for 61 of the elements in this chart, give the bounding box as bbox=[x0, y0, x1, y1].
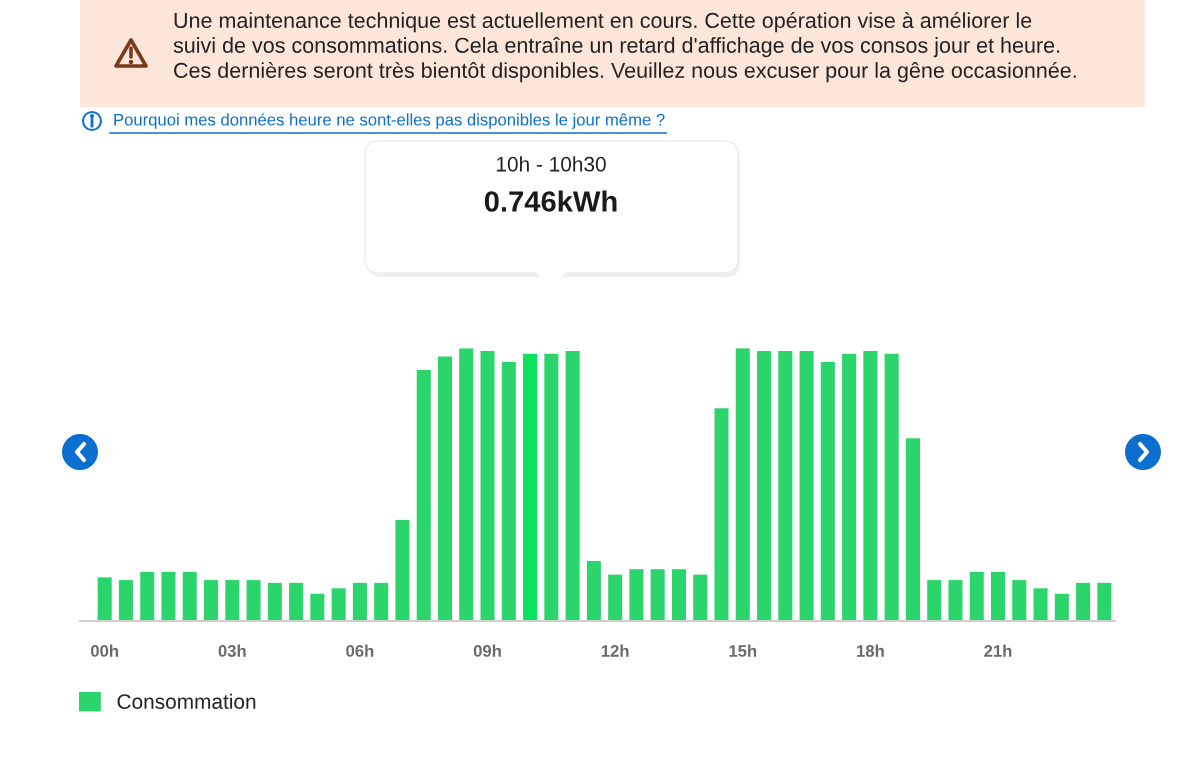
bar bbox=[735, 348, 750, 621]
bar bbox=[1097, 582, 1112, 621]
bar bbox=[842, 353, 857, 621]
bar bbox=[1054, 593, 1069, 621]
bar bbox=[1012, 580, 1027, 621]
bar bbox=[1033, 588, 1048, 621]
bar bbox=[884, 353, 899, 621]
bar bbox=[671, 569, 686, 621]
x-tick-label: 00h bbox=[90, 644, 118, 657]
bar bbox=[246, 580, 261, 621]
bar bbox=[395, 520, 410, 621]
bar bbox=[182, 571, 197, 621]
x-tick-label: 09h bbox=[473, 644, 501, 657]
bar bbox=[757, 351, 772, 621]
text: Pourquoi mes données heure ne sont-elles pas disponibles le jour même ? bbox=[114, 113, 665, 129]
bar bbox=[629, 569, 644, 621]
x-tick-label: 18h bbox=[857, 644, 884, 657]
bar bbox=[1076, 582, 1091, 621]
bar bbox=[416, 370, 431, 621]
bar bbox=[586, 561, 601, 621]
bar bbox=[225, 580, 240, 621]
bar bbox=[948, 580, 963, 621]
bar bbox=[310, 593, 325, 621]
bar bbox=[267, 582, 282, 621]
bar bbox=[863, 351, 878, 621]
bar bbox=[544, 353, 559, 621]
bar bbox=[927, 580, 942, 621]
text: 10h - 10h30 bbox=[496, 156, 606, 172]
bar bbox=[140, 571, 155, 621]
bar bbox=[565, 351, 580, 621]
bar bbox=[608, 574, 623, 621]
bar bbox=[331, 588, 346, 621]
bar bbox=[204, 580, 219, 621]
bar bbox=[352, 582, 367, 621]
x-tick-label: 03h bbox=[218, 644, 246, 657]
legend-label: Consommation bbox=[117, 693, 256, 709]
bar bbox=[437, 356, 453, 621]
bar bbox=[480, 351, 495, 621]
bar bbox=[778, 351, 793, 621]
x-tick-label: 15h bbox=[729, 644, 757, 657]
bar bbox=[374, 582, 389, 621]
bar bbox=[459, 348, 474, 621]
bar bbox=[991, 571, 1006, 621]
text: Une maintenance technique est actuellement en cours. Cette opération vise à améliorer le suivi de vos consommations. Cela entraîne un retard d'affichage de vos consos jour et heure. Ces dernières seront très bientôt disponibles. Veuillez nous excuser pour la gêne occasionnée. bbox=[173, 12, 1076, 83]
bar bbox=[289, 582, 304, 621]
bar bbox=[969, 571, 984, 621]
bar bbox=[714, 408, 729, 621]
x-tick-label: 21h bbox=[984, 644, 1012, 657]
bar bbox=[799, 351, 814, 621]
x-tick-label: 12h bbox=[601, 644, 629, 657]
bar bbox=[693, 574, 708, 621]
bar bbox=[501, 361, 516, 621]
bar bbox=[161, 571, 176, 621]
bar bbox=[118, 580, 133, 621]
text: 0.746kWh bbox=[484, 190, 617, 212]
bar bbox=[905, 438, 920, 621]
bar bbox=[650, 569, 665, 621]
bar bbox=[97, 577, 112, 621]
bar bbox=[820, 361, 835, 621]
x-tick-label: 06h bbox=[346, 644, 374, 657]
bar bbox=[523, 353, 538, 621]
